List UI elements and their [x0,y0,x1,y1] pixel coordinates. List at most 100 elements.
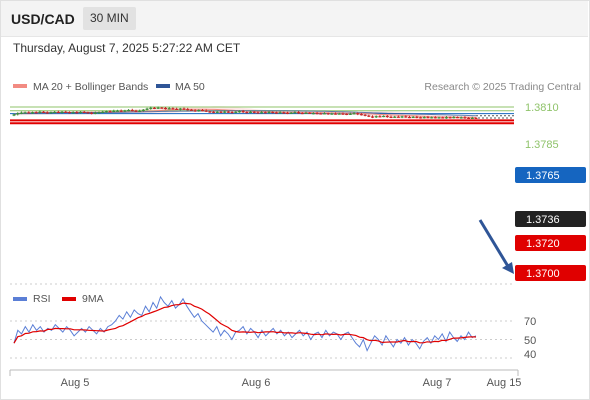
candle-body [104,111,108,113]
candle-body [200,109,204,112]
candle-body [363,114,367,116]
candle-body [134,110,138,112]
candle-body [374,116,378,118]
candle-body [260,112,264,114]
candle-body [71,112,75,114]
candle-body [470,117,474,120]
candle-body [178,108,182,110]
candle-body [385,115,389,118]
candle-body [467,117,471,120]
candle-body [352,113,356,115]
candle-body [145,108,149,110]
rsi-axis-40: 40 [524,349,536,361]
candle-body [219,111,223,113]
ma50-legend-label: MA 50 [175,81,205,93]
candle-body [452,117,456,119]
candle-body [27,112,31,114]
rsi-legend-swatch [13,297,27,301]
chart-datetime: Thursday, August 7, 2025 5:27:22 AM CET [13,41,241,55]
candle-body [334,113,338,115]
candle-body [356,113,360,115]
candle-body [186,109,190,111]
ma9-legend-label: 9MA [82,293,104,305]
candle-body [127,109,131,112]
candle-body [326,113,330,115]
candle-body [42,111,46,113]
candle-body [393,116,397,118]
candle-body [12,114,16,116]
candle-body [448,117,452,119]
candle-body [149,107,153,109]
candle-body [456,117,460,119]
candle-body [319,113,323,115]
candle-body [278,112,282,114]
level-1-label: 1.3810 [525,102,559,114]
level-2-label: 1.3785 [525,139,559,151]
ma9-legend-swatch [62,297,76,301]
candle-body [215,111,219,113]
candle-body [119,110,123,112]
ma50-line [13,110,477,117]
candle-body [286,112,290,114]
candle-body [241,111,245,113]
candles [12,106,478,120]
candle-body [75,112,79,114]
candle-body [348,113,352,115]
candle-body [67,112,71,114]
currency-pair: USD/CAD [11,11,75,27]
candle-body [341,113,345,115]
candle-body [367,115,371,117]
bollinger-legend-label: MA 20 + Bollinger Bands [33,81,148,93]
candle-body [82,111,86,114]
candle-body [263,112,267,114]
candle-body [315,113,319,115]
candle-body [407,116,411,119]
candle-body [359,114,363,116]
candle-body [282,112,286,114]
candle-body [252,111,256,113]
candle-body [49,112,53,114]
candle-body [60,111,64,113]
candle-body [171,108,175,110]
candle-body [474,117,478,120]
candle-body [444,117,448,119]
candle-body [419,117,423,119]
rsi-panel [10,283,514,359]
candle-body [300,112,304,115]
candle-body [345,113,349,116]
candle-body [208,111,212,113]
candle-body [308,112,312,114]
candle-body [79,111,83,114]
bollinger-legend-swatch [13,84,27,88]
candle-body [422,117,426,119]
candle-body [404,116,408,118]
candle-body [382,115,386,118]
candle-body [274,112,278,114]
candle-body [156,107,160,109]
candle-body [237,111,241,113]
candle-body [230,112,234,114]
candle-body [415,116,419,118]
candle-body [389,116,393,118]
candle-body [112,110,116,113]
candle-body [115,110,119,112]
candle-body [426,117,430,119]
x-tick-aug5: Aug 5 [61,377,90,389]
candle-body [138,110,142,112]
bollinger-band [14,106,476,120]
candle-body [234,111,238,113]
rsi-axis-70: 70 [524,316,536,328]
candle-body [411,116,415,118]
candle-body [16,113,20,115]
timeframe-badge[interactable]: 30 MIN [83,7,136,30]
candle-body [152,107,156,109]
forecast-arrow [478,219,514,274]
candle-body [226,111,230,113]
level-3-label: 1.3765 [526,170,560,182]
x-tick-aug6: Aug 6 [242,377,271,389]
candle-body [330,113,334,115]
candle-body [223,111,227,113]
level-6-tag [515,265,586,281]
candle-body [459,117,463,119]
x-tick-aug7: Aug 7 [423,377,452,389]
